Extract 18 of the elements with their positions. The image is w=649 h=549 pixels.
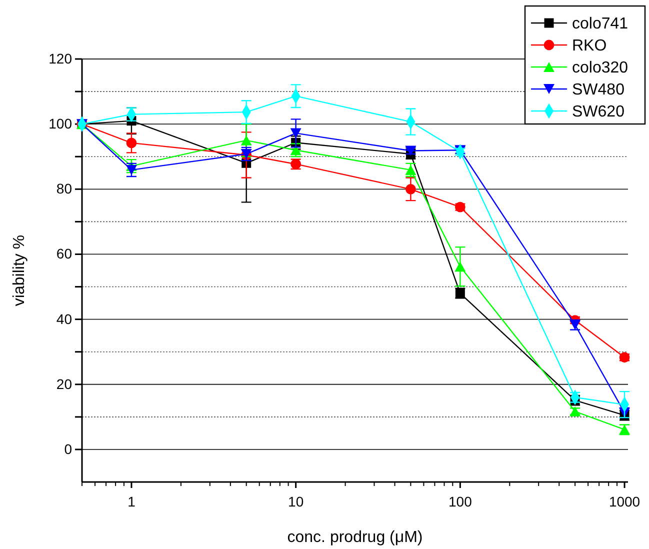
x-tick-label: 100 [448,493,472,510]
legend-label: colo741 [572,16,628,33]
legend-label: SW480 [572,82,625,99]
legend-label: RKO [572,38,607,55]
x-tick-label: 1 [128,493,136,510]
y-tick-label: 120 [48,50,72,66]
x-tick-label: 10 [288,493,304,510]
legend-label: SW620 [572,104,625,121]
y-tick-label: 60 [56,246,72,262]
legend-label: colo320 [572,60,628,77]
y-tick-label: 20 [56,376,72,392]
y-tick-label: 0 [64,440,72,457]
y-axis-title: viability % [11,234,28,306]
y-tick-label: 80 [56,180,72,197]
x-axis-title: conc. prodrug (μM) [287,529,423,546]
y-tick-label: 40 [56,310,72,327]
y-tick-label: 100 [48,116,72,132]
x-tick-label: 1000 [608,493,640,510]
